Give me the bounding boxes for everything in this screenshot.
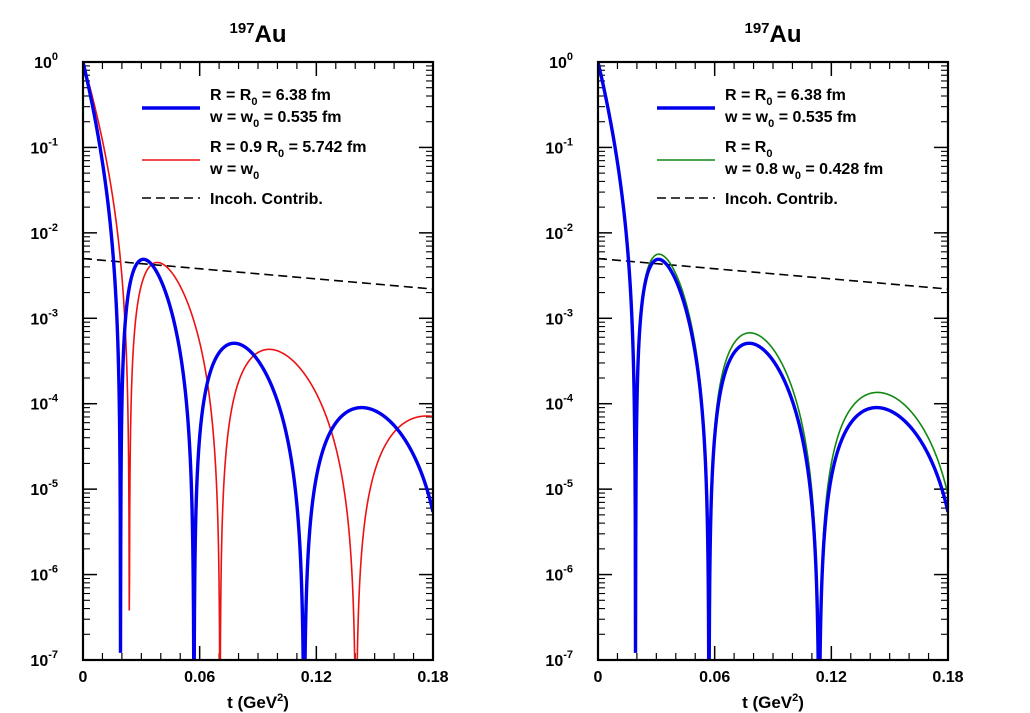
legend-label-1: R = R0 [725,139,772,160]
legend-label-0: w = w0 = 0.535 fm [724,109,857,130]
legend-label-2: Incoh. Contrib. [210,191,323,208]
x-axis-label: t (GeV2) [227,692,289,712]
y-tick-label: 10-5 [545,478,573,499]
plot-area [598,62,948,660]
x-tick-label: 0.06 [699,669,730,686]
series-line-0 [598,62,948,660]
legend-label-1: w = w0 [209,161,259,182]
y-tick-label: 10-3 [30,307,58,328]
y-tick-label: 100 [549,51,573,72]
x-tick-label: 0.06 [184,669,215,686]
y-tick-label: 10-6 [30,564,58,585]
legend-label-0: w = w0 = 0.535 fm [209,109,342,130]
series-line-0 [83,62,433,660]
y-tick-label: 10-6 [545,564,573,585]
x-axis-label: t (GeV2) [742,692,804,712]
y-tick-label: 100 [34,51,58,72]
chart-panel-left: 197Au t (GeV2) 0 0.06 0.12 0.18 10-7 10-6 10-5 10… [30,20,448,712]
series-line-2 [83,257,433,290]
plot-area [83,62,433,660]
chart-panel-right: 197Au t (GeV2) 0 0.06 0.12 0.18 10-7 10-6 10-5 10… [545,20,963,712]
y-tick-label: 10-1 [545,136,573,157]
legend-label-2: Incoh. Contrib. [725,191,838,208]
x-tick-label: 0.12 [301,669,332,686]
x-tick-label: 0.18 [417,669,448,686]
y-tick-label: 10-2 [30,222,58,243]
chart-title: 197Au [744,20,801,48]
y-tick-label: 10-7 [30,649,58,670]
legend-label-0: R = R0 = 6.38 fm [725,87,846,108]
y-tick-label: 10-4 [545,393,573,414]
legend-label-0: R = R0 = 6.38 fm [210,87,331,108]
plot-frame [81,60,435,662]
y-tick-label: 10-4 [30,393,58,414]
y-tick-label: 10-2 [545,222,573,243]
x-tick-label: 0 [79,669,88,686]
x-tick-label: 0 [594,669,603,686]
series-line-2 [598,257,948,290]
x-tick-label: 0.18 [932,669,963,686]
y-tick-label: 10-5 [30,478,58,499]
legend-label-1: R = 0.9 R0 = 5.742 fm [210,139,366,160]
series-line-1 [598,62,948,660]
x-tick-label: 0.12 [816,669,847,686]
y-tick-label: 10-7 [545,649,573,670]
series-line-1 [83,62,433,660]
chart-title: 197Au [229,20,286,48]
y-tick-label: 10-3 [545,307,573,328]
plot-frame [596,60,950,662]
y-tick-label: 10-1 [30,136,58,157]
legend-label-1: w = 0.8 w0 = 0.428 fm [724,161,883,182]
